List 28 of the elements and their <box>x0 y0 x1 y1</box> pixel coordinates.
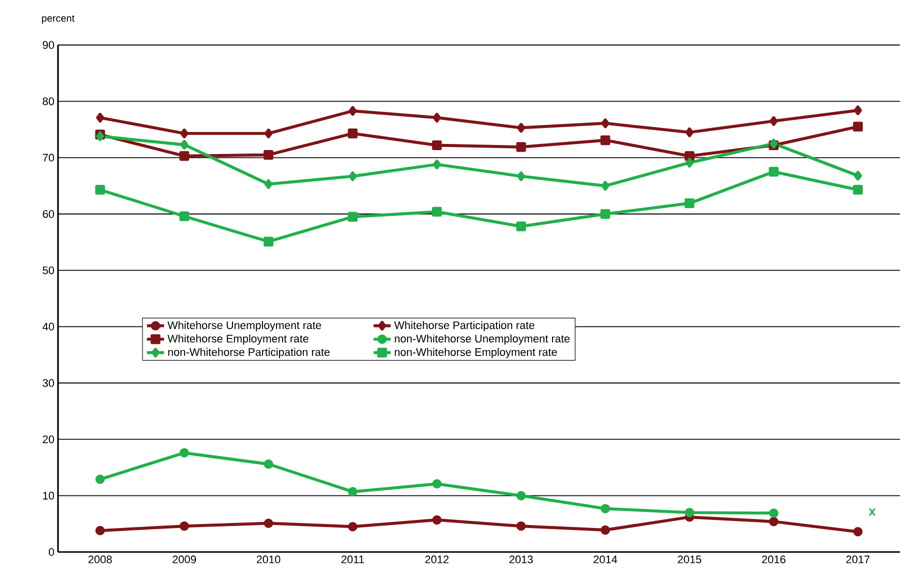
y-tick-label: 40 <box>42 322 54 331</box>
y-tick-label: 30 <box>42 379 54 387</box>
x-tick-label: 2013 <box>509 556 533 564</box>
y-tick-label: 50 <box>42 266 54 274</box>
legend-label: Whitehorse Employment rate <box>168 334 308 345</box>
x-tick-label: 2015 <box>678 556 702 564</box>
legend-label: non-Whitehorse Participation rate <box>168 348 330 358</box>
legend-label: Whitehorse Unemployment rate <box>168 321 322 332</box>
y-tick-label: 70 <box>42 154 54 162</box>
y-tick-label: 0 <box>48 548 54 556</box>
y-tick-label: 80 <box>42 97 54 106</box>
y-tick-label: 60 <box>42 210 54 218</box>
annotation: x <box>868 508 876 516</box>
x-tick-label: 2016 <box>762 556 786 564</box>
y-tick-label: 90 <box>42 41 54 49</box>
x-tick-label: 2012 <box>425 556 449 564</box>
y-axis-title: percent <box>42 15 75 24</box>
x-tick-label: 2010 <box>256 556 280 564</box>
x-tick-label: 2014 <box>594 556 618 564</box>
legend-label: non-Whitehorse Unemployment rate <box>394 334 570 345</box>
legend-label: Whitehorse Participation rate <box>394 321 534 332</box>
x-tick-label: 2011 <box>341 556 364 564</box>
legend-label: non-Whitehorse Employment rate <box>394 348 557 358</box>
x-tick-label: 2017 <box>846 556 870 564</box>
x-tick-label: 2009 <box>172 556 196 564</box>
x-tick-label: 2008 <box>88 556 112 564</box>
y-tick-label: 10 <box>43 492 54 500</box>
y-tick-label: 20 <box>42 435 54 444</box>
